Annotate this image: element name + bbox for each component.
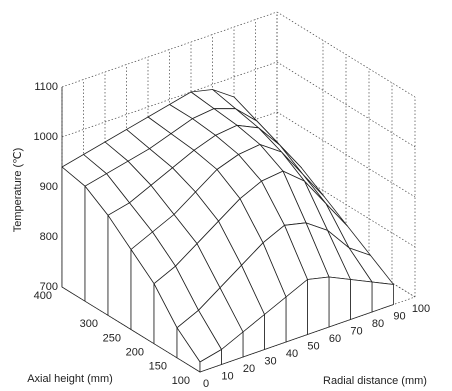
x-tick-label: 70: [350, 325, 362, 337]
front-wall: [199, 349, 222, 373]
y-tick-label: 250: [103, 332, 121, 344]
z-axis-label: Temperature (℃): [12, 148, 24, 233]
y-tick-label: 300: [80, 318, 98, 330]
x-tick-label: 20: [243, 363, 255, 375]
front-wall: [328, 276, 351, 328]
z-grid-line: [276, 61, 416, 148]
y-tick-label: 100: [172, 375, 190, 387]
y-tick-label: 150: [149, 361, 167, 373]
x-tick-label: 10: [221, 370, 233, 382]
z-grid-line: [61, 61, 278, 138]
z-tick-label: 1000: [34, 131, 58, 143]
y-tick-label: 400: [34, 290, 52, 302]
x-tick-label: 40: [286, 348, 298, 360]
z-grid-line: [61, 11, 278, 88]
z-tick-label: 700: [40, 281, 58, 293]
x-tick-label: 0: [203, 378, 209, 390]
x-axis-label: Radial distance (mm): [323, 375, 427, 387]
x-tick-label: 30: [264, 355, 276, 367]
side-wall: [61, 166, 86, 302]
y-axis-label: Axial height (mm): [27, 373, 113, 385]
x-tick-label: 90: [393, 310, 405, 322]
x-tick-label: 100: [412, 303, 430, 315]
x-tick-label: 60: [329, 333, 341, 345]
z-tick-label: 800: [40, 231, 58, 243]
y-tick-label: 200: [126, 347, 144, 359]
x-tick-label: 50: [307, 340, 319, 352]
z-tick-label: 900: [40, 181, 58, 193]
x-tick-label: 80: [372, 318, 384, 330]
front-wall: [350, 279, 373, 320]
front-wall: [307, 276, 330, 335]
z-tick-label: 1100: [34, 81, 58, 93]
front-wall: [371, 281, 394, 313]
z-grid-line: [276, 111, 416, 198]
